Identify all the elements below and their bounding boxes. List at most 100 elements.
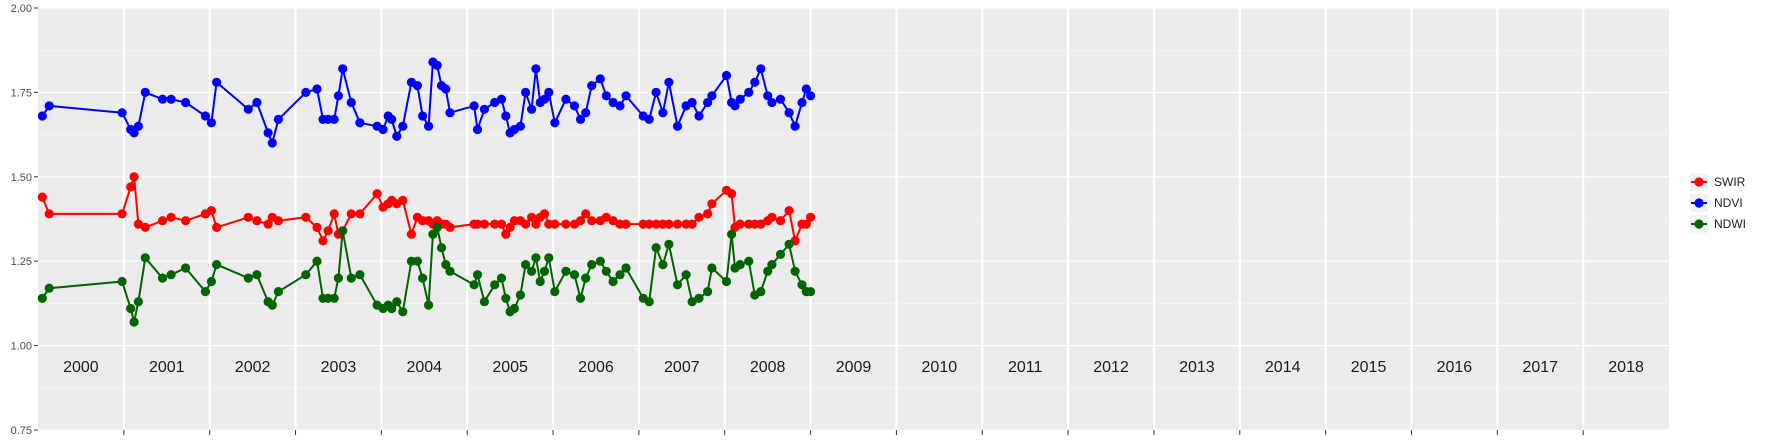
year-label: 2000 [63,359,99,376]
data-point [509,303,519,314]
data-point [730,101,740,111]
data-point [615,101,625,111]
data-point [398,195,408,205]
data-point [608,276,618,287]
data-point [527,104,537,114]
data-point [181,263,191,273]
data-point [126,182,136,192]
data-point [445,266,455,276]
data-point [273,287,283,297]
legend-label: NDVI [1714,196,1743,210]
data-point [355,209,365,219]
data-point [707,263,717,273]
data-point [133,219,143,229]
series-ndwi [37,222,816,327]
data-point [505,222,515,232]
data-point [301,270,311,280]
data-point [212,222,222,232]
year-label: 2013 [1179,359,1215,376]
data-point [243,212,253,222]
data-point [424,121,434,131]
data-point [621,263,631,273]
data-point [301,212,311,222]
data-point [767,212,777,222]
data-point [490,280,500,290]
data-point [550,219,560,229]
data-point [595,74,605,84]
year-label: 2001 [149,359,185,376]
data-point [744,87,754,97]
data-point [496,273,507,283]
data-point [472,124,483,135]
data-point [515,121,526,131]
data-point [445,222,455,232]
data-point [252,97,262,108]
data-point [469,101,479,111]
data-point [140,222,150,232]
data-point [672,121,683,131]
data-point [687,297,697,307]
legend-item: NDWI [1690,215,1746,233]
axes: 0.75 1.00 1.25 1.50 1.75 2.00 2000 2001 2002 2003… [11,3,1644,437]
data-point [644,114,654,124]
data-point [44,209,54,219]
data-point [569,101,580,111]
data-point [37,192,47,202]
data-point [329,114,339,124]
data-point [398,307,408,317]
data-point [575,114,586,124]
legend-label: NDWI [1714,217,1746,231]
legend-item: NDVI [1690,194,1743,212]
data-point [601,212,611,222]
data-point [323,226,333,236]
data-point [273,216,283,226]
data-point [672,219,683,229]
legend: SWIR NDVI NDWI [1690,173,1746,233]
data-point [157,273,168,283]
data-point [694,111,704,121]
data-point [301,87,311,97]
data-point [767,260,777,270]
legend-label: SWIR [1714,175,1746,189]
data-point [608,97,618,108]
data-point [587,216,597,226]
data-point [581,273,591,283]
data-point [312,84,322,94]
year-label: 2012 [1093,359,1129,376]
legend-item: SWIR [1690,173,1746,191]
data-point [790,121,800,131]
data-point [756,64,766,74]
data-point [479,219,489,229]
data-point [615,270,625,280]
data-point [658,260,668,270]
data-point [312,256,322,266]
data-point [252,270,262,280]
data-point [735,260,745,270]
legend-key-point [1694,219,1704,229]
data-point [581,108,591,118]
data-point [651,87,661,97]
data-point [601,91,611,101]
data-point [544,253,554,263]
data-point [735,94,745,104]
data-point [479,297,489,307]
data-point [441,260,451,270]
data-point [37,293,47,303]
data-point [763,91,773,101]
data-point [521,87,531,97]
data-point [338,64,348,74]
data-point [479,104,489,114]
data-point [544,87,554,97]
data-point [140,87,150,97]
data-point [756,219,766,229]
data-point [527,266,537,276]
data-point [575,293,586,303]
data-point [129,317,139,327]
legend-key-point [1694,198,1704,208]
data-point [355,270,365,280]
data-point [531,219,541,229]
year-label: 2004 [406,359,442,376]
data-point [37,111,47,121]
data-point [806,91,816,101]
